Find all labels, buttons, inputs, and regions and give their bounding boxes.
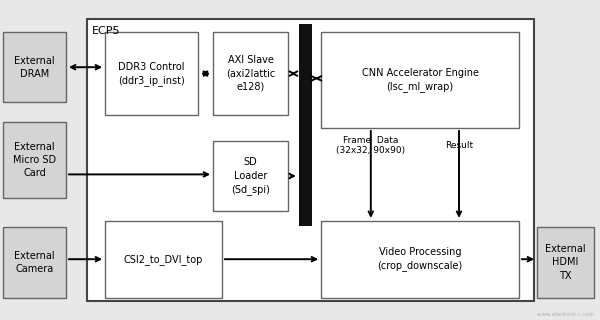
- Bar: [537, 227, 594, 298]
- Text: External
DRAM: External DRAM: [14, 56, 55, 79]
- Bar: [3, 122, 66, 198]
- Text: www.electroni c.com: www.electroni c.com: [537, 312, 594, 317]
- Bar: [105, 221, 222, 298]
- Bar: [213, 32, 288, 115]
- Text: CNN Accelerator Engine
(lsc_ml_wrap): CNN Accelerator Engine (lsc_ml_wrap): [362, 68, 479, 92]
- Text: Video Processing
(crop_downscale): Video Processing (crop_downscale): [377, 247, 463, 271]
- Text: Frame  Data
(32x32, 90x90): Frame Data (32x32, 90x90): [336, 136, 406, 155]
- Text: DDR3 Control
(ddr3_ip_inst): DDR3 Control (ddr3_ip_inst): [118, 61, 185, 86]
- Text: AXI Slave
(axi2lattic
e128): AXI Slave (axi2lattic e128): [226, 55, 275, 92]
- Bar: [321, 221, 519, 298]
- Text: SD
Loader
(Sd_spi): SD Loader (Sd_spi): [231, 157, 270, 195]
- Bar: [3, 227, 66, 298]
- Bar: [105, 32, 198, 115]
- Text: CSI2_to_DVI_top: CSI2_to_DVI_top: [124, 254, 203, 265]
- Bar: [87, 19, 534, 301]
- Bar: [213, 141, 288, 211]
- Text: ECP5: ECP5: [92, 26, 120, 36]
- Text: External
Micro SD
Card: External Micro SD Card: [13, 142, 56, 178]
- Bar: [299, 24, 312, 226]
- Text: External
Camera: External Camera: [14, 251, 55, 274]
- Text: External
HDMI
TX: External HDMI TX: [545, 244, 586, 281]
- Bar: [321, 32, 519, 128]
- Text: Result: Result: [445, 141, 473, 150]
- Bar: [3, 32, 66, 102]
